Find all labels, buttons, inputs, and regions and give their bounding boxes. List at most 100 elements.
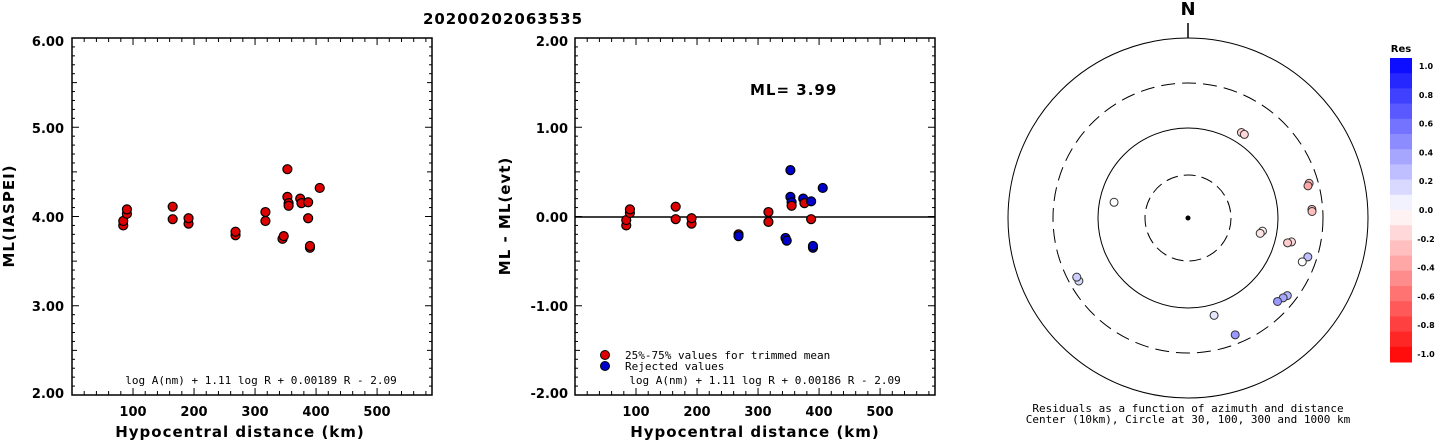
polar-points: [1072, 128, 1317, 340]
colorbar-labels: 1.0 0.8 0.6 0.4 0.2 0.0 -0.2 -0.4 -0.6 -0.8 -1.0: [1417, 62, 1435, 359]
data-point: [230, 226, 241, 237]
colorbar-cell: [1390, 58, 1412, 74]
middle-xtick-label: 400: [805, 405, 832, 420]
middle-xtick-label: 300: [744, 405, 771, 420]
range-circle-1000km: [1007, 37, 1369, 399]
left-ytick-label: 2.00: [32, 387, 64, 402]
colorbar-cell: [1390, 73, 1412, 89]
data-point: [763, 216, 774, 227]
middle-ytick-label: -2.00: [531, 387, 568, 402]
data-point: [260, 215, 271, 227]
middle-ytick-label: 0.00: [536, 211, 568, 226]
legend-accepted-marker: [600, 350, 610, 360]
colorbar-cell: [1390, 331, 1412, 348]
middle-formula: log A(nm) + 1.11 log R + 0.00186 R - 2.0…: [629, 374, 901, 387]
data-point: [624, 204, 636, 215]
left-x-axis-label: Hypocentral distance (km): [115, 423, 365, 441]
left-ytick-label: 4.00: [32, 211, 64, 226]
colorbar-cell: [1390, 118, 1412, 135]
ml-annotation: ML= 3.99: [750, 81, 837, 99]
rejected-point: [781, 235, 792, 246]
colorbar-tick-label: 0.2: [1419, 177, 1433, 186]
rejected-point: [733, 231, 744, 242]
left-xtick-label: 200: [180, 405, 207, 420]
colorbar-tick-label: -0.2: [1417, 235, 1435, 244]
colorbar-tick-label: -0.8: [1417, 321, 1435, 330]
station-residual-point: [1307, 206, 1317, 216]
colorbar-cell: [1390, 210, 1412, 226]
colorbar-tick-label: 0.0: [1419, 206, 1434, 215]
range-circle-30km: [1144, 174, 1232, 262]
middle-ytick-label: -1.00: [531, 300, 568, 315]
middle-xtick-label: 200: [683, 405, 710, 420]
data-point: [314, 182, 325, 194]
colorbar-tick-label: -0.4: [1417, 264, 1435, 273]
colorbar-tick-label: 0.4: [1419, 148, 1434, 157]
data-point: [167, 214, 178, 225]
polar-caption-line2: Center (10km), Circle at 30, 100, 300 an…: [1026, 413, 1351, 426]
colorbar-cell: [1390, 164, 1412, 181]
colorbar-cell: [1390, 301, 1412, 317]
rejected-point: [807, 240, 819, 252]
colorbar-cell: [1390, 88, 1412, 105]
colorbar-title: Res: [1391, 44, 1411, 55]
left-ytick-label: 6.00: [32, 35, 64, 50]
residual-colorbar: Res 1.0 0.8 0.6 0.4 0.2 0.0 -0.2 -0.4 -0.6 -0.8 -1…: [1390, 44, 1435, 363]
left-panel: 100 200 300 400 500 2.00 3.00 4.00 5.00 …: [0, 35, 433, 441]
legend-rejected-marker: [600, 361, 610, 371]
station-residual-point: [1209, 310, 1219, 320]
rejected-point: [785, 164, 796, 176]
station-residual-point: [1230, 330, 1240, 340]
station-residual-point: [1303, 181, 1313, 191]
middle-axis-ticks: [574, 37, 935, 396]
polar-caption-line1: Residuals as a function of azimuth and d…: [1032, 402, 1343, 415]
colorbar-cell: [1390, 286, 1412, 302]
left-ytick-label: 3.00: [32, 300, 64, 315]
range-circle-100km: [1097, 127, 1279, 309]
colorbar-cell: [1390, 270, 1412, 287]
middle-xtick-label: 500: [866, 405, 893, 420]
rejected-point: [806, 196, 817, 207]
colorbar-cell: [1390, 134, 1412, 150]
colorbar-cell: [1390, 316, 1412, 333]
colorbar-cell: [1390, 179, 1412, 196]
colorbar-tick-label: -1.0: [1417, 350, 1435, 359]
data-point: [670, 201, 681, 212]
station-residual-point: [1283, 238, 1293, 248]
data-point: [121, 204, 133, 215]
data-point: [283, 200, 294, 211]
middle-panel: 100 200 300 400 500 -2.00 -1.00 0.00 1.0…: [496, 35, 936, 441]
colorbar-cell: [1390, 194, 1412, 211]
legend-accepted-label: 25%-75% values for trimmed mean: [625, 349, 830, 362]
middle-ytick-label: 1.00: [536, 122, 568, 137]
data-point: [183, 213, 194, 224]
station-residual-point: [1239, 129, 1249, 139]
range-circle-300km: [1052, 82, 1324, 354]
colorbar-cell: [1390, 103, 1412, 120]
data-point: [303, 213, 314, 224]
middle-xtick-label: 100: [622, 405, 649, 420]
middle-x-axis-label: Hypocentral distance (km): [630, 423, 880, 441]
middle-ytick-label: 2.00: [536, 35, 568, 50]
station-residual-point: [1297, 257, 1307, 267]
colorbar-cell: [1390, 255, 1412, 272]
colorbar-cell: [1390, 149, 1412, 165]
colorbar-tick-label: 0.8: [1419, 91, 1434, 100]
data-point: [304, 240, 316, 252]
station-residual-point: [1072, 272, 1082, 282]
data-point: [686, 213, 697, 224]
left-xtick-label: 300: [241, 405, 268, 420]
colorbar-cells: [1390, 58, 1412, 363]
data-point: [303, 197, 314, 208]
colorbar-cell: [1390, 346, 1412, 363]
left-xtick-label: 100: [119, 405, 146, 420]
station-residual-point: [1255, 228, 1265, 238]
data-point: [282, 164, 293, 175]
left-axis-ticks: [71, 37, 432, 396]
left-formula: log A(nm) + 1.11 log R + 0.00189 R - 2.0…: [125, 374, 397, 387]
left-xtick-label: 400: [302, 405, 329, 420]
station-residual-point: [1109, 197, 1119, 207]
data-point: [670, 214, 681, 225]
data-point: [278, 231, 289, 242]
north-label: N: [1180, 0, 1195, 20]
